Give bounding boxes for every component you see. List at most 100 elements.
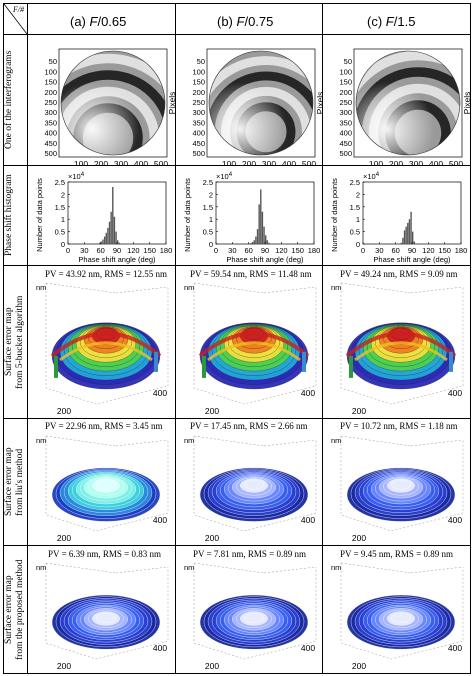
histogram-x-tick: 180: [455, 246, 468, 255]
surface-unit-label: nm: [36, 283, 46, 292]
surface-contour: [244, 479, 264, 490]
histogram-ylabel: Number of data points: [330, 178, 339, 252]
histogram-y-tick: 1: [209, 215, 213, 224]
surface-tick: 200: [352, 533, 366, 543]
histogram-bar: [410, 211, 412, 244]
surface-tick: 200: [352, 406, 366, 416]
surface-map-2-2: nm 200 400: [184, 435, 317, 543]
interferogram-y-tick: 350: [339, 118, 352, 127]
grid-col2: [175, 3, 176, 674]
histogram-bar: [112, 186, 114, 244]
caption-proposed-a: PV = 6.39 nm, RMS = 0.83 nm: [48, 549, 162, 559]
histogram-x-tick: 90: [408, 246, 416, 255]
row-label-histogram: Phase shift histogram: [4, 174, 14, 257]
interferogram-y-tick: 500: [192, 149, 205, 158]
histogram-x-tick: 90: [261, 246, 269, 255]
surface-tick: 400: [153, 515, 167, 525]
histogram-y-tick: 2.5: [350, 178, 360, 187]
caption-liu-a: PV = 22.96 nm, RMS = 3.45 nm: [45, 421, 163, 431]
histogram-bar: [115, 231, 117, 244]
surface-tick: 200: [205, 406, 219, 416]
interferogram-y-tick: 100: [192, 67, 205, 76]
grid-col3: [322, 3, 323, 674]
surface-map-3-1: nm 200 400: [36, 562, 169, 671]
histogram-x-tick: 90: [113, 246, 121, 255]
surface-contour: [96, 479, 116, 490]
interferogram-x-tick: 300: [262, 159, 276, 165]
interferogram-y-tick: 400: [192, 129, 205, 138]
histogram-bar: [268, 242, 270, 244]
interferogram-y-tick: 350: [44, 118, 57, 127]
interferogram-y-tick: 250: [44, 98, 57, 107]
surface-unit-label: nm: [184, 283, 194, 292]
caption-5bucket-c: PV = 49.24 nm, RMS = 9.09 nm: [340, 269, 458, 279]
grid-row3: [3, 265, 471, 266]
interferogram-y-tick: 450: [339, 139, 352, 148]
surface-tick: 400: [301, 515, 315, 525]
histogram-bar: [253, 240, 255, 244]
surface-unit-label: nm: [331, 283, 341, 292]
histogram-exponent: ×104: [363, 172, 380, 181]
histogram-bar: [403, 230, 406, 244]
column-header-c: (c) F/1.5: [367, 14, 416, 29]
interferogram-x-tick: 300: [114, 159, 128, 165]
surface-unit-label: nm: [331, 563, 341, 572]
interferogram-y-tick: 50: [49, 57, 57, 66]
interferogram-y-tick: 200: [339, 88, 352, 97]
histogram-x-tick: 60: [96, 246, 104, 255]
histogram-exponent: ×104: [216, 172, 233, 181]
grid-left: [3, 3, 4, 674]
histogram-y-tick: 0: [209, 240, 213, 249]
grid-row4: [3, 418, 471, 419]
histogram-x-tick: 150: [143, 246, 156, 255]
histogram-bar: [260, 189, 262, 244]
histogram-bar: [402, 237, 404, 244]
caption-5bucket-a: PV = 43.92 nm, RMS = 12.55 nm: [45, 269, 168, 279]
surface-tick: 200: [205, 661, 219, 671]
histogram-exponent: ×104: [68, 172, 85, 181]
surface-map-3-3: nm 200 400: [331, 562, 464, 671]
interferogram-y-tick: 150: [192, 78, 205, 87]
histogram-x-tick: 60: [244, 246, 252, 255]
histogram-ylabel: Number of data points: [35, 178, 44, 252]
interferogram-y-tick: 400: [339, 129, 352, 138]
surface-unit-label: nm: [331, 436, 341, 445]
histogram-bar: [117, 240, 119, 244]
interferogram-y-tick: 200: [44, 88, 57, 97]
histogram-x-tick: 180: [160, 246, 173, 255]
interferogram-x-tick: 400: [282, 159, 296, 165]
histogram-x-tick: 150: [291, 246, 304, 255]
histogram-y-tick: 0.5: [350, 228, 360, 237]
interferogram-y-tick: 400: [44, 129, 57, 138]
histogram-x-tick: 0: [214, 246, 218, 255]
surface-contour: [244, 613, 264, 624]
column-header-a: (a) F/0.65: [70, 14, 127, 29]
histogram-bar: [99, 242, 101, 244]
surface-unit-label: nm: [184, 436, 194, 445]
histogram-bar: [258, 204, 260, 244]
histogram-y-tick: 1.5: [55, 203, 65, 212]
histogram-bar: [113, 216, 116, 244]
histogram-y-tick: 2.5: [203, 178, 213, 187]
histogram-xlabel: Phase shift angle (deg): [78, 255, 156, 264]
histogram-bar: [250, 243, 252, 244]
histogram-xlabel: Phase shift angle (deg): [373, 255, 451, 264]
histogram-y-tick: 0: [356, 240, 360, 249]
histogram-bar: [105, 232, 107, 244]
grid-top: [3, 3, 471, 4]
surface-tick: 200: [57, 661, 71, 671]
surface-map-1-2: nm 200 400: [184, 282, 317, 416]
row-label-interferogram: One of the interferograms: [4, 50, 14, 150]
surface-tick: 200: [205, 533, 219, 543]
histogram-bar: [408, 219, 411, 244]
caption-liu-c: PV = 10.72 nm, RMS = 1.18 nm: [340, 421, 458, 431]
histogram-bar: [108, 221, 111, 244]
histogram-bar: [255, 236, 257, 244]
corner-label: F/#: [13, 5, 25, 14]
interferogram-x-tick: 200: [389, 159, 403, 165]
interferogram-x-tick: 500: [302, 159, 316, 165]
